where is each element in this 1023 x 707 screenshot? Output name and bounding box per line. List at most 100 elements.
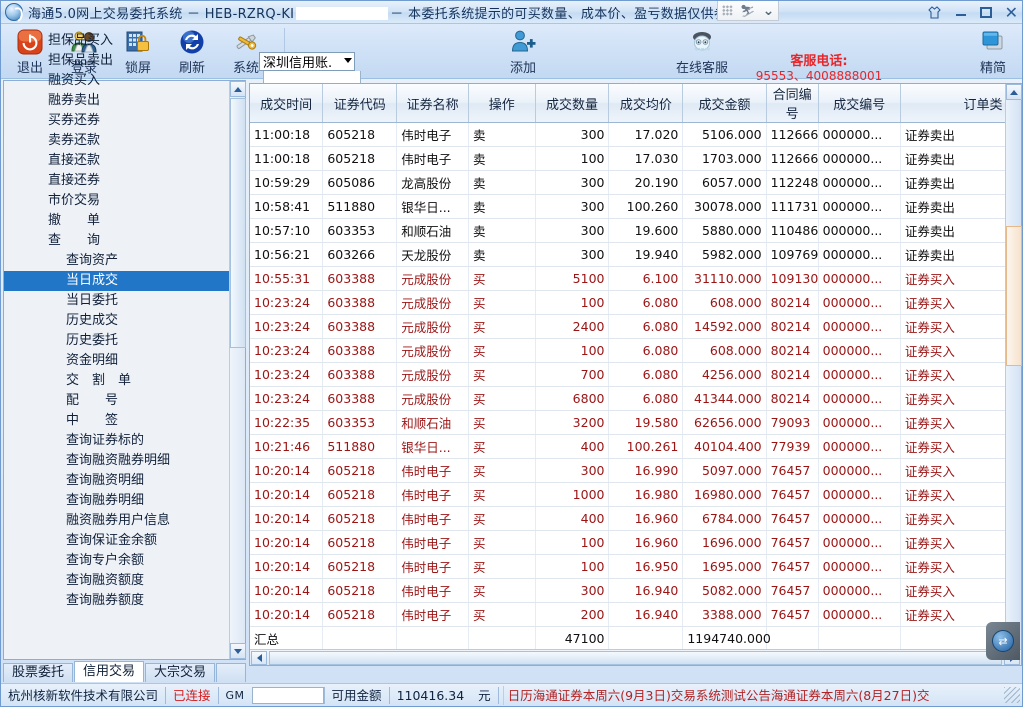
- tab-label: 大宗交易: [154, 665, 207, 680]
- sidebar-item-5[interactable]: 卖券还款: [4, 131, 230, 151]
- sidebar-item-17[interactable]: 交 割 单: [4, 371, 230, 391]
- toolbar-button-login[interactable]: 登录: [57, 25, 111, 77]
- table-row[interactable]: 10:23:24 603388 元成股份买 6800 6.080 41344.000 802…: [250, 386, 1007, 411]
- table-row[interactable]: 10:22:35 603353 和顺石油买 3200 19.580 62656.000 79…: [250, 410, 1007, 435]
- toolbar-button-system[interactable]: 系统: [219, 25, 273, 77]
- table-row[interactable]: 10:55:31 603388 元成股份买 5100 6.100 31110.000 109…: [250, 266, 1007, 291]
- close-icon[interactable]: ✕: [1004, 3, 1018, 22]
- toolbar-button-simplify[interactable]: 精简: [966, 25, 1020, 77]
- sidebar-item-23[interactable]: 查询融券明细: [4, 491, 230, 511]
- toolbar-button-exit[interactable]: 退出: [3, 25, 57, 77]
- table-row[interactable]: 11:00:18 605218 伟时电子卖 300 17.020 5106.000 1126…: [250, 122, 1007, 147]
- title-center-widget[interactable]: ⛷ ⌄: [717, 1, 779, 21]
- toolbar-button-refresh[interactable]: 刷新: [165, 25, 219, 77]
- chevron-down-icon[interactable]: ⌄: [762, 2, 775, 19]
- grid-horizontal-scrollbar[interactable]: [250, 649, 1021, 665]
- table-row[interactable]: 10:23:24 603388 元成股份买 100 6.080 608.000 80214 0…: [250, 338, 1007, 363]
- sidebar-item-1[interactable]: 担保品卖出: [4, 51, 230, 71]
- sidebar-item-4[interactable]: 买券还券: [4, 111, 230, 131]
- expand-icon[interactable]: ⛷: [740, 3, 756, 18]
- table-column-header-2[interactable]: 证券名称: [396, 84, 470, 123]
- account-select[interactable]: 深圳信用账.: [259, 52, 355, 71]
- sidebar-item-2[interactable]: 融资买入: [4, 71, 230, 91]
- table-row[interactable]: 10:21:46 511880 银华日... 买 400 100.261 40104.400…: [250, 434, 1007, 459]
- sidebar-item-18[interactable]: 配 号: [4, 391, 230, 411]
- table-row[interactable]: 10:20:14 605218 伟时电子买 200 16.940 3388.000 7645…: [250, 602, 1007, 627]
- sidebar-item-6[interactable]: 直接还款: [4, 151, 230, 171]
- cell-name: 元成股份: [396, 290, 470, 315]
- status-input-field[interactable]: [251, 686, 324, 704]
- toolbar-button-online-service[interactable]: 在线客服: [671, 25, 733, 77]
- sidebar-item-10[interactable]: 查 询: [4, 231, 230, 251]
- status-news-ticker[interactable]: 日历海通证券本周六(9月3日)交易系统测试公告海通证券本周六(8月27日)交: [502, 685, 1000, 705]
- grid-scroll-up-arrow-icon[interactable]: [1006, 84, 1022, 100]
- sidebar-item-14[interactable]: 历史成交: [4, 311, 230, 331]
- table-column-header-1[interactable]: 证券代码: [322, 84, 398, 123]
- sidebar-item-12[interactable]: 当日成交: [4, 271, 230, 291]
- sidebar-item-11[interactable]: 查询资产: [4, 251, 230, 271]
- table-row[interactable]: 10:20:14 605218 伟时电子买 400 16.960 6784.000 7645…: [250, 506, 1007, 531]
- sidebar-item-24[interactable]: 融资融券用户信息: [4, 511, 230, 531]
- table-row[interactable]: 10:56:21 603266 天龙股份卖 300 19.940 5982.000 1097…: [250, 242, 1007, 267]
- grid-scroll-left-arrow-icon[interactable]: [251, 650, 267, 665]
- sidebar-scroll-thumb[interactable]: [230, 98, 246, 348]
- shirt-skin-icon[interactable]: [927, 6, 942, 19]
- tab-0[interactable]: 股票委托: [3, 663, 74, 682]
- table-column-header-4[interactable]: 成交数量: [535, 84, 610, 123]
- resize-grip-icon[interactable]: [1004, 687, 1020, 703]
- minimize-icon[interactable]: [955, 7, 967, 18]
- sidebar-item-9[interactable]: 撤 单: [4, 211, 230, 231]
- cell-trade: 000000...: [818, 122, 901, 147]
- grid-vertical-scrollbar[interactable]: [1005, 84, 1022, 650]
- grid-scroll-thumb[interactable]: [1006, 226, 1022, 366]
- sidebar-item-25[interactable]: 查询保证金余额: [4, 531, 230, 551]
- table-column-header-6[interactable]: 成交金额: [682, 84, 767, 123]
- sidebar-item-3[interactable]: 融券卖出: [4, 91, 230, 111]
- tab-2[interactable]: 大宗交易: [145, 663, 216, 682]
- table-row[interactable]: 10:20:14 605218 伟时电子买 300 16.990 5097.000 7645…: [250, 458, 1007, 483]
- table-row[interactable]: 10:57:10 603353 和顺石油卖 300 19.600 5880.000 1104…: [250, 218, 1007, 243]
- sidebar-scrollbar[interactable]: [229, 81, 246, 659]
- toolbar-button-lockscreen[interactable]: 锁屏: [111, 25, 165, 77]
- sidebar-item-26[interactable]: 查询专户余额: [4, 551, 230, 571]
- scroll-down-arrow-icon[interactable]: [230, 643, 246, 659]
- maximize-icon[interactable]: [979, 7, 992, 18]
- sidebar-item-16[interactable]: 资金明细: [4, 351, 230, 371]
- table-row[interactable]: 10:23:24 603388 元成股份买 700 6.080 4256.000 80214…: [250, 362, 1007, 387]
- sidebar-item-22[interactable]: 查询融资明细: [4, 471, 230, 491]
- dropdown-caret-icon[interactable]: [344, 58, 352, 63]
- table-row[interactable]: 10:58:41 511880 银华日... 卖 300 100.260 30078.000…: [250, 194, 1007, 219]
- cell-trade: 000000...: [818, 314, 901, 339]
- sidebar-item-20[interactable]: 查询证券标的: [4, 431, 230, 451]
- table-column-header-9[interactable]: 订单类: [900, 84, 1006, 123]
- table-column-header-5[interactable]: 成交均价: [608, 84, 684, 123]
- sidebar-item-19[interactable]: 中 签: [4, 411, 230, 431]
- table-row[interactable]: 10:20:14 605218 伟时电子买 300 16.940 5082.000 7645…: [250, 578, 1007, 603]
- table-row[interactable]: 10:59:29 605086 龙高股份卖 300 20.190 6057.000 1122…: [250, 170, 1007, 195]
- table-row[interactable]: 10:20:14 605218 伟时电子买 100 16.950 1695.000 7645…: [250, 554, 1007, 579]
- table-column-header-0[interactable]: 成交时间: [250, 84, 324, 123]
- floating-action-button[interactable]: ⇄: [986, 622, 1020, 660]
- table-row[interactable]: 10:20:14 605218 伟时电子买 100 16.960 1696.000 7645…: [250, 530, 1007, 555]
- table-column-header-3[interactable]: 操作: [468, 84, 536, 123]
- sidebar-item-15[interactable]: 历史委托: [4, 331, 230, 351]
- scroll-up-arrow-icon[interactable]: [230, 81, 246, 97]
- table-row[interactable]: 11:00:18 605218 伟时电子卖 100 17.030 1703.000 1126…: [250, 146, 1007, 171]
- table-row[interactable]: 10:23:24 603388 元成股份买 100 6.080 608.000 80214 0…: [250, 290, 1007, 315]
- table-row[interactable]: 10:23:24 603388 元成股份买 2400 6.080 14592.000 802…: [250, 314, 1007, 339]
- table-column-header-8[interactable]: 成交编号: [818, 84, 901, 123]
- sidebar-item-8[interactable]: 市价交易: [4, 191, 230, 211]
- sidebar-item-27[interactable]: 查询融资额度: [4, 571, 230, 591]
- tab-1[interactable]: 信用交易: [74, 661, 145, 682]
- grid-hscroll-thumb[interactable]: [269, 650, 1002, 665]
- toolbar-button-add[interactable]: 添加: [496, 25, 550, 77]
- sidebar-item-13[interactable]: 当日委托: [4, 291, 230, 311]
- table-column-header-7[interactable]: 合同编号: [766, 84, 819, 123]
- grid-icon[interactable]: [721, 5, 733, 16]
- sidebar-item-0[interactable]: 担保品买入: [4, 31, 230, 51]
- sidebar-item-21[interactable]: 查询融资融券明细: [4, 451, 230, 471]
- sidebar-item-7[interactable]: 直接还券: [4, 171, 230, 191]
- table-row[interactable]: 10:20:14 605218 伟时电子买 1000 16.980 16980.000 76…: [250, 482, 1007, 507]
- sidebar-item-28[interactable]: 查询融券额度: [4, 591, 230, 608]
